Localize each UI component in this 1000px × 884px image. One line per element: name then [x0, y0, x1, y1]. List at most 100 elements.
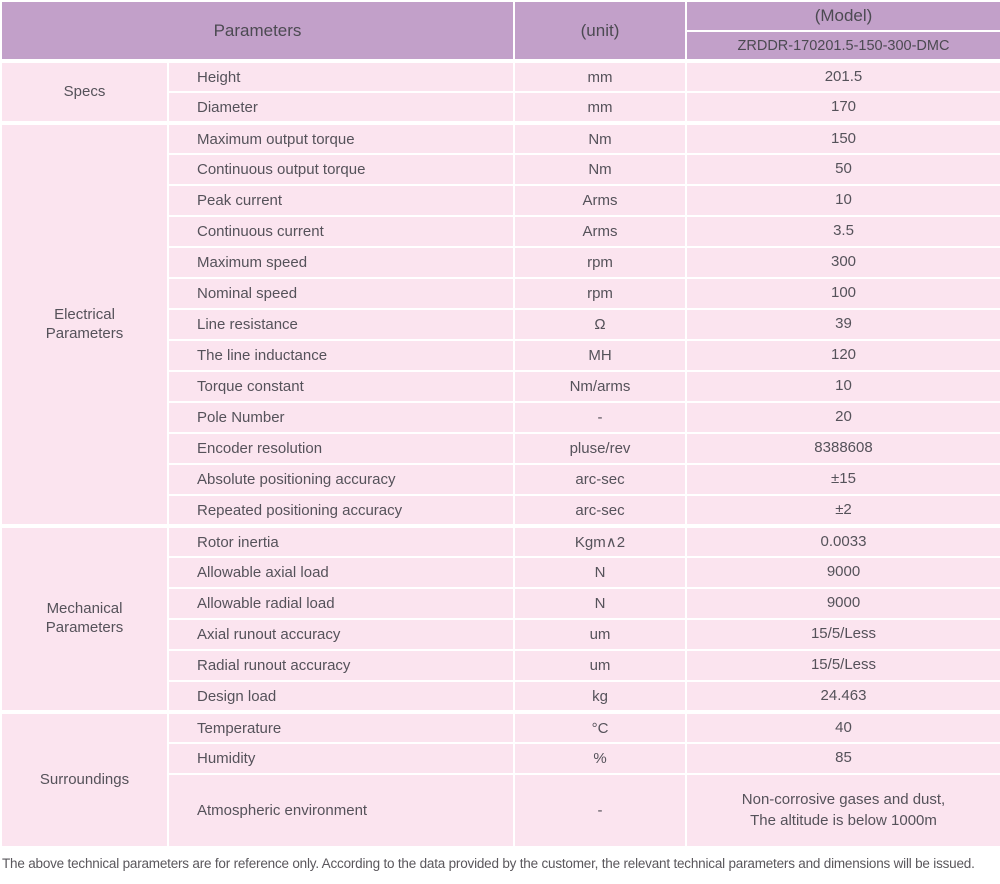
value-cell: 0.0033 [685, 524, 1000, 558]
header-row-2: ZRDDR-170201.5-150-300-DMC [1, 30, 1000, 62]
value-cell: 9000 [685, 587, 1000, 620]
table-row: Peak current Arms 10 [1, 184, 1000, 217]
value-cell: ±15 [685, 463, 1000, 496]
category-label: Surroundings [39, 770, 130, 788]
category-label: Mechanical [46, 600, 123, 618]
param-name-cell: The line inductance [167, 339, 515, 372]
param-name-cell: Diameter [167, 91, 515, 124]
table-row: Torque constant Nm/arms 10 [1, 370, 1000, 403]
unit-cell: Ω [513, 308, 687, 341]
value-cell: Non-corrosive gases and dust, The altitu… [685, 773, 1000, 848]
value-cell: 40 [685, 710, 1000, 744]
unit-cell: Nm/arms [513, 370, 687, 403]
unit-cell: arc-sec [513, 463, 687, 496]
unit-cell: - [513, 773, 687, 848]
unit-cell: Nm [513, 121, 687, 155]
table-row: Absolute positioning accuracy arc-sec ±1… [1, 463, 1000, 496]
value-cell: 300 [685, 246, 1000, 279]
unit-cell: pluse/rev [513, 432, 687, 465]
table-row: Allowable axial load N 9000 [1, 556, 1000, 589]
table-row: Pole Number - 20 [1, 401, 1000, 434]
unit-cell: mm [513, 59, 687, 93]
value-cell: 8388608 [685, 432, 1000, 465]
param-name-cell: Maximum output torque [167, 121, 515, 155]
unit-cell: Kgm∧2 [513, 524, 687, 558]
value-cell: 15/5/Less [685, 618, 1000, 651]
unit-cell: °C [513, 710, 687, 744]
value-cell: 10 [685, 184, 1000, 217]
param-name-cell: Line resistance [167, 308, 515, 341]
value-cell: ±2 [685, 494, 1000, 527]
table-row: Axial runout accuracy um 15/5/Less [1, 618, 1000, 651]
value-cell: 39 [685, 308, 1000, 341]
param-name-cell: Nominal speed [167, 277, 515, 310]
param-name-cell: Pole Number [167, 401, 515, 434]
unit-cell: rpm [513, 246, 687, 279]
value-cell: 170 [685, 91, 1000, 124]
table-row: Diameter mm 170 [1, 91, 1000, 124]
table-row: Encoder resolution pluse/rev 8388608 [1, 432, 1000, 465]
table-row: Surroundings Temperature °C 40 [0, 710, 1000, 848]
param-name-cell: Repeated positioning accuracy [167, 494, 515, 527]
unit-cell: MH [513, 339, 687, 372]
value-line-1: Non-corrosive gases and dust, [741, 791, 946, 809]
unit-cell: Arms [513, 184, 687, 217]
unit-cell: um [513, 649, 687, 682]
table-header: Parameters (unit) (Model) ZRDDR-170201.5… [0, 0, 1000, 62]
param-name-cell: Continuous current [167, 215, 515, 248]
table-row: The line inductance MH 120 [1, 339, 1000, 372]
param-name-cell: Maximum speed [167, 246, 515, 279]
value-cell: 50 [685, 153, 1000, 186]
unit-cell: mm [513, 91, 687, 124]
table-row: Electrical Parameters Maximum output tor… [0, 121, 1000, 527]
category-label: Electrical [54, 305, 115, 323]
header-row-1: Parameters (unit) (Model) [0, 0, 1000, 62]
value-cell: 85 [685, 742, 1000, 775]
category-label: Specs [63, 82, 106, 100]
category-cell-electrical: Electrical Parameters [0, 121, 169, 527]
unit-cell: Arms [513, 215, 687, 248]
unit-cell: kg [513, 680, 687, 713]
param-name-cell: Continuous output torque [167, 153, 515, 186]
param-name-cell: Allowable axial load [167, 556, 515, 589]
table-row: Repeated positioning accuracy arc-sec ±2 [1, 494, 1000, 527]
value-cell: 20 [685, 401, 1000, 434]
value-cell: 10 [685, 370, 1000, 403]
unit-cell: Nm [513, 153, 687, 186]
param-name-cell: Height [167, 59, 515, 93]
param-name-cell: Axial runout accuracy [167, 618, 515, 651]
table-row: Nominal speed rpm 100 [1, 277, 1000, 310]
table-row: Design load kg 24.463 [1, 680, 1000, 713]
value-cell: 3.5 [685, 215, 1000, 248]
model-number-cell: ZRDDR-170201.5-150-300-DMC [685, 30, 1000, 62]
param-name-cell: Rotor inertia [167, 524, 515, 558]
table-row: Allowable radial load N 9000 [1, 587, 1000, 620]
param-name-cell: Allowable radial load [167, 587, 515, 620]
param-name-cell: Humidity [167, 742, 515, 775]
unit-cell: um [513, 618, 687, 651]
param-name-cell: Design load [167, 680, 515, 713]
category-cell-surroundings: Surroundings [0, 710, 169, 848]
table-row: Specs Height mm 201.5 [0, 59, 1000, 124]
unit-cell: rpm [513, 277, 687, 310]
value-cell: 150 [685, 121, 1000, 155]
unit-header-cell: (unit) [513, 0, 687, 62]
model-header-cell: (Model) [685, 0, 1000, 32]
value-cell: 201.5 [685, 59, 1000, 93]
param-name-cell: Atmospheric environment [167, 773, 515, 848]
table-row: Line resistance Ω 39 [1, 308, 1000, 341]
parameters-header-cell: Parameters [0, 0, 515, 62]
table-row: Atmospheric environment - Non-corrosive … [1, 773, 1000, 848]
unit-cell: % [513, 742, 687, 775]
category-cell-mechanical: Mechanical Parameters [0, 524, 169, 713]
parameters-table: Parameters (unit) (Model) ZRDDR-170201.5… [0, 0, 1000, 848]
unit-cell: - [513, 401, 687, 434]
value-cell: 15/5/Less [685, 649, 1000, 682]
category-cell-specs: Specs [0, 59, 169, 124]
category-label: Parameters [45, 619, 124, 636]
table-row: Radial runout accuracy um 15/5/Less [1, 649, 1000, 682]
param-name-cell: Torque constant [167, 370, 515, 403]
unit-cell: N [513, 556, 687, 589]
value-line-2: The altitude is below 1000m [750, 811, 937, 829]
